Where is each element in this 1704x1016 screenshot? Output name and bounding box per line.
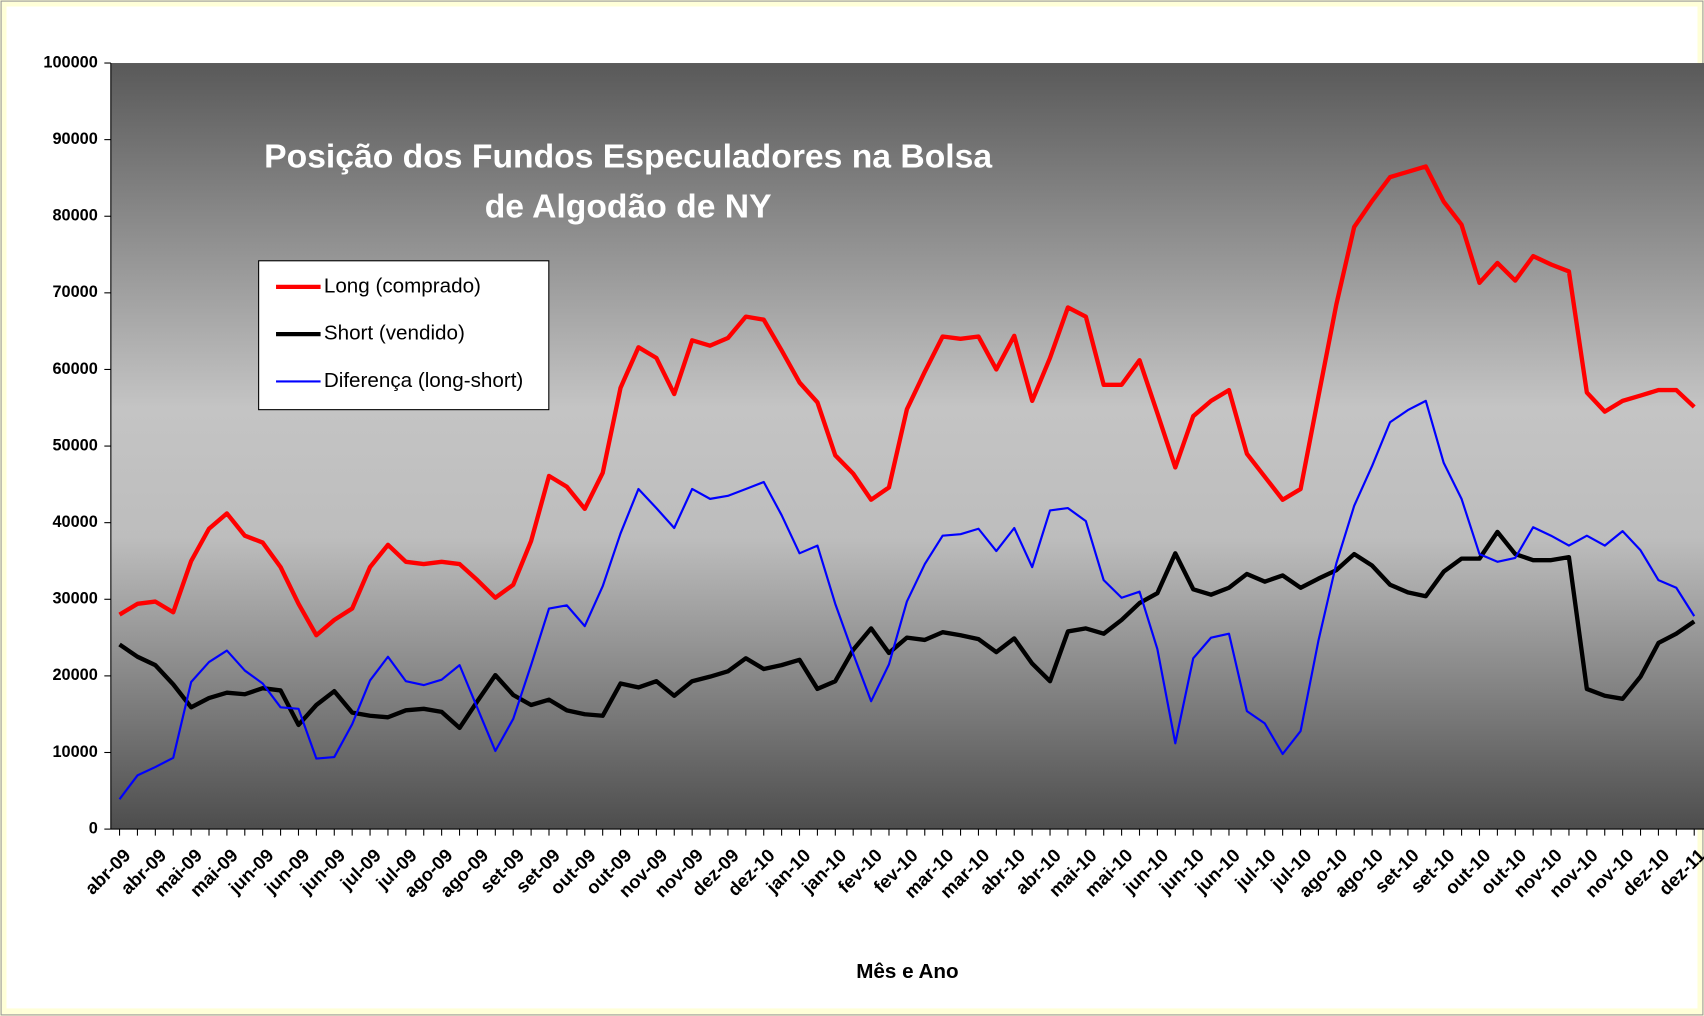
y-tick-label: 20000 [52,666,97,684]
legend: Long (comprado) Short (vendido) Diferença … [258,260,550,411]
legend-label: Diferença (long-short) [324,369,523,392]
series-line [118,399,1696,800]
plot-area [110,63,1704,830]
y-tick-label: 30000 [52,590,97,608]
y-tick-label: 50000 [52,436,97,454]
y-tick-label: 80000 [52,207,97,225]
y-tick-label: 40000 [52,513,97,531]
chart-title: de Algodão de NY [485,189,772,226]
chart-title: Posição dos Fundos Especuladores na Bols… [264,139,992,176]
x-axis-label: Mês e Ano [856,960,958,983]
y-tick-label: 0 [89,819,98,837]
series-line [118,529,1696,731]
legend-label: Short (vendido) [324,322,465,345]
y-tick-label: 10000 [52,743,97,761]
y-tick-label: 70000 [52,283,97,301]
series-line [118,164,1696,638]
legend-label: Long (comprado) [324,274,481,297]
y-tick-label: 60000 [52,360,97,378]
y-tick-label: 100000 [43,53,97,71]
y-tick-label: 90000 [52,130,97,148]
